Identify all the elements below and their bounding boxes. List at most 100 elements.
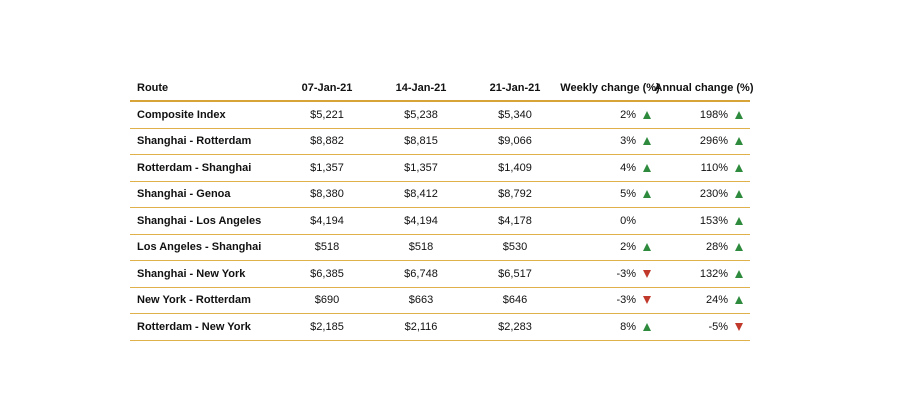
triangle-up-icon	[643, 190, 651, 199]
weekly-change-cell: -3%	[562, 294, 658, 306]
annual-change-cell-value: 230%	[699, 188, 728, 201]
rate-cell-date-2: $6,748	[404, 267, 438, 280]
rate-cell-date-2: $1,357	[404, 161, 438, 174]
rate-cell-date-3: $6,517	[498, 267, 532, 280]
weekly-change-cell-value: 2%	[620, 108, 636, 121]
weekly-change-cell: 5%	[562, 188, 658, 200]
trend-arrow-slot	[728, 243, 750, 252]
triangle-up-icon	[735, 190, 743, 199]
table-row: Shanghai - Los Angeles $4,194 $4,194 $4,178…	[130, 208, 750, 235]
rate-cell-date-1: $2,185	[310, 320, 344, 333]
table-row: Rotterdam - Shanghai $1,357 $1,357 $1,409 4%…	[130, 155, 750, 182]
weekly-change-cell: 4%	[562, 162, 658, 174]
rate-cell-date-3: $4,178	[498, 214, 532, 227]
annual-change-cell-value: 132%	[699, 267, 728, 280]
route-cell: Shanghai - New York	[137, 267, 246, 280]
weekly-change-cell-value: 0%	[620, 214, 636, 227]
rate-cell-date-2: $4,194	[404, 214, 438, 227]
rate-cell-date-3: $646	[502, 294, 528, 307]
annual-change-cell: 24%	[658, 294, 750, 306]
triangle-up-icon	[643, 322, 651, 331]
weekly-change-cell-value: -3%	[616, 294, 636, 307]
rate-cell-date-2: $518	[408, 241, 434, 254]
triangle-down-icon	[643, 269, 651, 278]
trend-arrow-slot	[636, 243, 658, 252]
rate-cell-date-1: $8,380	[310, 188, 344, 201]
annual-change-cell: 296%	[658, 135, 750, 147]
rate-cell-date-2: $5,238	[404, 108, 438, 121]
weekly-change-cell: 8%	[562, 321, 658, 333]
triangle-up-icon	[643, 137, 651, 146]
weekly-change-cell: 3%	[562, 135, 658, 147]
freight-rate-table: Route 07-Jan-21 14-Jan-21 21-Jan-21 Week…	[130, 75, 754, 341]
trend-arrow-slot	[728, 190, 750, 199]
annual-change-cell-value: 110%	[700, 161, 728, 174]
annual-change-cell-value: 28%	[705, 241, 728, 254]
rate-cell-date-1: $690	[314, 294, 340, 307]
rate-cell-date-1: $5,221	[310, 108, 344, 121]
trend-arrow-slot	[728, 296, 750, 305]
column-header-annual-change: Annual change (%)	[654, 81, 754, 94]
route-cell: Shanghai - Los Angeles	[137, 214, 262, 227]
rate-cell-date-1: $4,194	[310, 214, 344, 227]
table-row: Shanghai - Rotterdam $8,882 $8,815 $9,066 3%…	[130, 129, 750, 155]
triangle-up-icon	[735, 269, 743, 278]
weekly-change-cell-value: -3%	[616, 267, 636, 280]
annual-change-cell: -5%	[658, 321, 750, 333]
rate-cell-date-3: $2,283	[498, 320, 532, 333]
route-cell: New York - Rotterdam	[137, 294, 251, 307]
triangle-up-icon	[643, 163, 651, 172]
triangle-down-icon	[735, 322, 743, 331]
triangle-up-icon	[735, 216, 743, 225]
table-row: Composite Index $5,221 $5,238 $5,340 2% 198%	[130, 102, 750, 129]
trend-arrow-slot	[728, 163, 750, 172]
rate-cell-date-1: $6,385	[310, 267, 344, 280]
triangle-up-icon	[735, 137, 743, 146]
column-header-date-3: 21-Jan-21	[489, 81, 541, 94]
triangle-up-icon	[643, 110, 651, 119]
trend-arrow-slot	[636, 322, 658, 331]
annual-change-cell: 132%	[658, 268, 750, 280]
route-cell: Rotterdam - Shanghai	[137, 161, 252, 174]
trend-arrow-slot	[636, 163, 658, 172]
weekly-change-cell: 2%	[562, 109, 658, 121]
table-row: Shanghai - New York $6,385 $6,748 $6,517 -3%…	[130, 261, 750, 288]
table-row: New York - Rotterdam $690 $663 $646 -3% 24%	[130, 288, 750, 314]
rate-cell-date-2: $8,412	[404, 188, 438, 201]
annual-change-cell: 110%	[658, 162, 750, 174]
table-row: Shanghai - Genoa $8,380 $8,412 $8,792 5% 230%	[130, 182, 750, 208]
annual-change-cell: 198%	[658, 109, 750, 121]
weekly-change-cell-value: 5%	[620, 188, 636, 201]
annual-change-cell-value: 296%	[699, 135, 728, 148]
weekly-change-cell-value: 3%	[620, 135, 636, 148]
rate-cell-date-2: $8,815	[404, 135, 438, 148]
triangle-up-icon	[735, 163, 743, 172]
annual-change-cell-value: -5%	[708, 320, 728, 333]
annual-change-cell: 28%	[658, 241, 750, 253]
weekly-change-cell: 2%	[562, 241, 658, 253]
trend-arrow-slot	[636, 110, 658, 119]
weekly-change-cell-value: 4%	[620, 161, 636, 174]
weekly-change-cell-value: 8%	[620, 320, 636, 333]
triangle-up-icon	[735, 110, 743, 119]
triangle-down-icon	[643, 296, 651, 305]
route-cell: Composite Index	[137, 108, 226, 121]
rate-cell-date-3: $9,066	[498, 135, 532, 148]
weekly-change-cell-value: 2%	[620, 241, 636, 254]
weekly-change-cell: 0%	[562, 215, 658, 227]
trend-arrow-slot	[728, 137, 750, 146]
trend-arrow-slot	[728, 216, 750, 225]
triangle-up-icon	[735, 243, 743, 252]
route-cell: Shanghai - Genoa	[137, 188, 231, 201]
table-row: Rotterdam - New York $2,185 $2,116 $2,283 8%…	[130, 314, 750, 341]
trend-arrow-slot	[728, 110, 750, 119]
annual-change-cell-value: 24%	[705, 294, 728, 307]
annual-change-cell-value: 198%	[699, 108, 728, 121]
trend-arrow-slot	[728, 322, 750, 331]
route-cell: Los Angeles - Shanghai	[137, 241, 262, 254]
annual-change-cell-value: 153%	[699, 214, 728, 227]
rate-cell-date-3: $5,340	[498, 108, 532, 121]
trend-arrow-slot	[636, 190, 658, 199]
annual-change-cell: 153%	[658, 215, 750, 227]
trend-arrow-slot	[636, 269, 658, 278]
